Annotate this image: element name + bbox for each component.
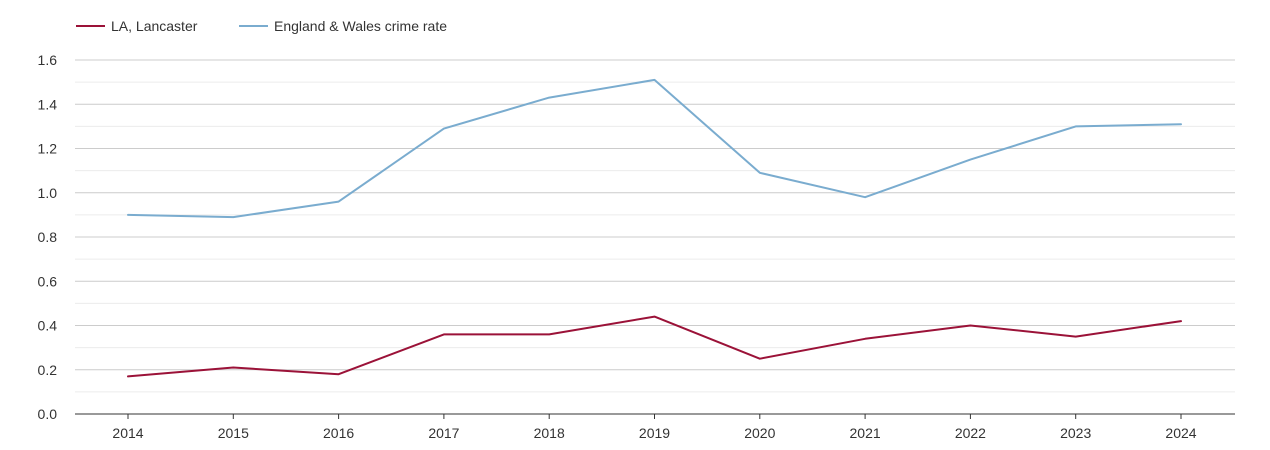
x-tick-label: 2020 xyxy=(744,425,775,441)
x-tick-label: 2021 xyxy=(850,425,881,441)
legend-label-england-wales: England & Wales crime rate xyxy=(274,18,447,34)
x-tick-labels: 2014 2015 2016 2017 2018 2019 2020 2021 2022 2023… xyxy=(112,425,1196,441)
series-line-england-wales xyxy=(127,78,1182,219)
y-tick-label: 0.6 xyxy=(38,273,58,289)
x-tick-label: 2023 xyxy=(1060,425,1091,441)
x-tick-label: 2022 xyxy=(955,425,986,441)
grid-lines xyxy=(75,59,1235,393)
axes xyxy=(75,413,1235,419)
series-line-la-lancaster xyxy=(127,315,1182,378)
y-tick-label: 1.4 xyxy=(38,96,58,112)
y-tick-label: 1.2 xyxy=(38,141,58,157)
legend-item-england-wales[interactable]: England & Wales crime rate xyxy=(239,18,447,34)
legend-label-la-lancaster: LA, Lancaster xyxy=(111,18,198,34)
x-tick-label: 2015 xyxy=(218,425,249,441)
x-tick-label: 2016 xyxy=(323,425,354,441)
y-tick-label: 1.0 xyxy=(38,185,58,201)
y-tick-label: 1.6 xyxy=(38,52,58,68)
x-tick-label: 2019 xyxy=(639,425,670,441)
y-tick-label: 0.8 xyxy=(38,229,58,245)
x-tick-label: 2024 xyxy=(1165,425,1196,441)
x-tick-label: 2018 xyxy=(534,425,565,441)
x-tick-label: 2014 xyxy=(112,425,143,441)
x-tick-label: 2017 xyxy=(428,425,459,441)
legend-item-la-lancaster[interactable]: LA, Lancaster xyxy=(76,18,198,34)
legend: LA, Lancaster England & Wales crime rate xyxy=(76,18,447,34)
y-tick-label: 0.0 xyxy=(38,406,58,422)
y-tick-labels: 0.0 0.2 0.4 0.6 0.8 1.0 1.2 1.4 1.6 xyxy=(38,52,58,422)
y-tick-label: 0.2 xyxy=(38,362,58,378)
series-lines xyxy=(127,78,1182,378)
y-tick-label: 0.4 xyxy=(38,318,58,334)
